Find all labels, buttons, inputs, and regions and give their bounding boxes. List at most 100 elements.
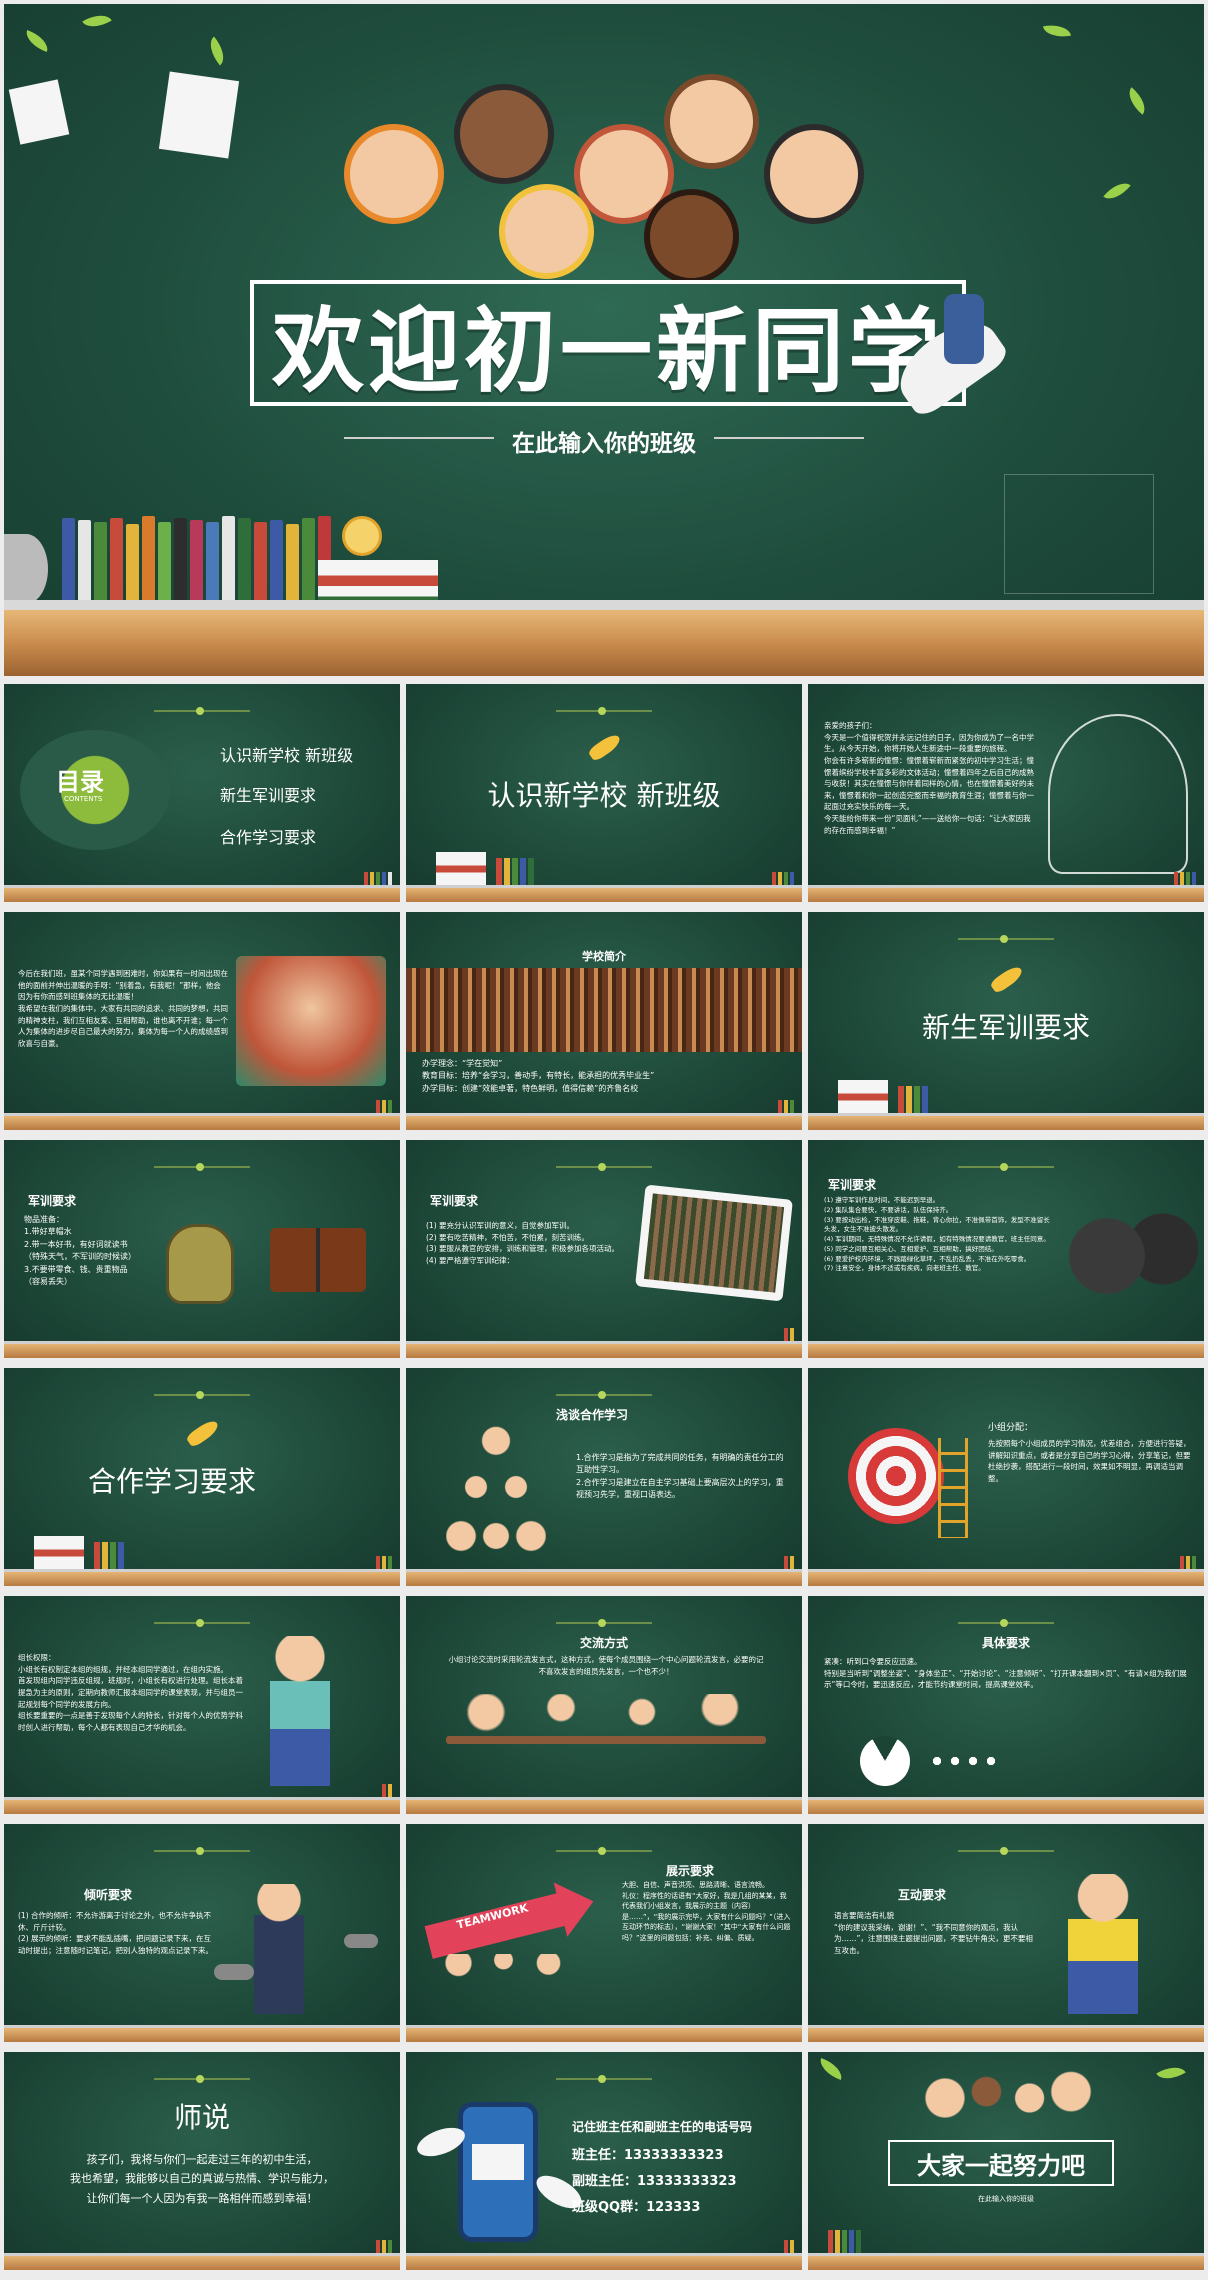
slide-specific-requirements[interactable]: 具体要求 紧凑：听到口令要反应迅速。 特别是当听到“调整坐姿”、“身体坐正”、“开… [808, 1596, 1204, 1814]
leaf-decoration [1103, 176, 1131, 206]
wooden-shelf [808, 1341, 1204, 1358]
toc-item-2[interactable]: 新生军训要求 [220, 786, 317, 805]
books-decoration [784, 1328, 794, 1344]
interact-text: 语言要简洁有礼貌 “你的建议我采纳，谢谢！”、“我不同意你的观点，我认为……”，注… [834, 1911, 1033, 1955]
books-decoration [382, 1784, 392, 1800]
military-heading: 军训要求 [828, 1178, 877, 1192]
wooden-shelf [4, 885, 400, 902]
books-stack-decoration [838, 1080, 888, 1114]
wooden-shelf [4, 600, 1204, 676]
section-title: 合作学习要求 [87, 1465, 256, 1498]
ending-subtitle: 在此输入你的班级 [978, 2195, 1034, 2203]
divider-line [154, 1619, 250, 1627]
cloud-icon [214, 1964, 254, 1980]
slide-section-2[interactable]: 新生军训要求 [808, 912, 1204, 1130]
leaf-decoration [1156, 2060, 1186, 2086]
divider-line [556, 2075, 652, 2083]
wooden-shelf [406, 885, 802, 902]
books-decoration [62, 516, 331, 608]
divider-line [556, 707, 652, 715]
city-sketch-decoration [1004, 474, 1154, 594]
toc-item-3[interactable]: 合作学习要求 [220, 828, 317, 847]
slide-teacher-words[interactable]: 师说 孩子们，我将与你们一起走过三年的初中生活， 我也希望，我能够以自己的真诚与热… [4, 2052, 400, 2270]
envelope-icon [472, 2144, 524, 2180]
toc-item-1[interactable]: 认识新学校 新班级 [220, 746, 354, 765]
dots-icon [928, 1756, 998, 1766]
slide-exchange-method[interactable]: 交流方式 小组讨论交流时采用轮流发言式，这种方式，使每个成员围绕一个中心问题轮流… [406, 1596, 802, 1814]
slide-military-3[interactable]: 军训要求 (1) 遵守军训作息时间，不能迟到早退。 (2) 集队集合要快，不要讲话… [808, 1140, 1204, 1358]
wooden-shelf [808, 1569, 1204, 1586]
military-rules: (1) 遵守军训作息时间，不能迟到早退。 (2) 集队集合要快，不要讲话，队伍保持… [824, 1196, 1050, 1273]
books-decoration [1174, 872, 1196, 888]
wooden-shelf [4, 1341, 400, 1358]
exchange-heading: 交流方式 [579, 1636, 628, 1650]
show-heading: 展示要求 [666, 1864, 715, 1878]
books-decoration [94, 1542, 124, 1572]
slide-school-intro[interactable]: 学校简介 办学理念：“学在觉知” 教育目标：培养“会学习，善动手，有特长，能承担的… [406, 912, 802, 1130]
slide-interaction[interactable]: 互动要求 语言要简洁有礼貌 “你的建议我采纳，谢谢！”、“我不同意你的观点，我认为… [808, 1824, 1204, 2042]
library-photo [406, 968, 802, 1052]
wooden-shelf [406, 1113, 802, 1130]
soldiers-illustration [1058, 1200, 1198, 1340]
divider-line [958, 1163, 1054, 1171]
books-decoration [784, 1556, 794, 1572]
slide-cooperative-learning[interactable]: 浅谈合作学习 1.合作学习是指为了完成共同的任务，有明确的责任分工的互助性学习。… [406, 1368, 802, 1586]
military-heading: 军训要求 [430, 1194, 479, 1208]
wooden-shelf [4, 2253, 400, 2270]
divider-line [958, 1847, 1054, 1855]
wooden-shelf [808, 1113, 1204, 1130]
toc-logo-graphic [20, 730, 170, 850]
ending-title-frame: 大家一起努力吧 [888, 2140, 1114, 2186]
leaf-decoration [816, 2057, 846, 2081]
section-title: 认识新学校 新班级 [487, 779, 721, 812]
slide-leader-rights[interactable]: 组长权限： 小组长有权制定本组的组规，并经本组同学通过，在组内实施。 首发现组内同学… [4, 1596, 400, 1814]
kids-pyramid-illustration [446, 1424, 546, 1564]
rocket-icon [989, 963, 1025, 995]
books-decoration [376, 2240, 392, 2256]
wooden-shelf [808, 2253, 1204, 2270]
divider-line [154, 2075, 250, 2083]
wooden-shelf [4, 1113, 400, 1130]
military-heading: 军训要求 [28, 1194, 77, 1208]
cloud-icon [344, 1934, 378, 1948]
slide-section-3[interactable]: 合作学习要求 [4, 1368, 400, 1586]
wooden-shelf [406, 1569, 802, 1586]
slide-military-1[interactable]: 军训要求 物品准备： 1.带好草帽水 2.带一本好书，有好词就读书 （特殊天气，不军训… [4, 1140, 400, 1358]
books-decoration [376, 1556, 392, 1572]
divider-line [556, 1847, 652, 1855]
photo-decoration [8, 79, 70, 145]
leaf-decoration [1042, 21, 1072, 41]
books-decoration [1180, 1556, 1196, 1572]
slide-class-intro[interactable]: 今后在我们班，虽某个同学遇到困难时，你如果有一时间出现在他的面前并伸出温暖的手呀… [4, 912, 400, 1130]
slide-letter[interactable]: 亲爱的孩子们： 今天是一个值得祝贺并永远记住的日子，因为你成为了一名中学生。从今天… [808, 684, 1204, 902]
listen-heading: 倾听要求 [84, 1888, 133, 1902]
coop-text: 1.合作学习是指为了完成共同的任务，有明确的责任分工的互助性学习。 2.合作学习是… [576, 1453, 784, 1500]
slide-military-2[interactable]: 军训要求 (1) 要充分认识军训的意义，自觉参加军训。 (2) 要有吃苦精神，不怕… [406, 1140, 802, 1358]
slide-ending[interactable]: 大家一起努力吧 在此输入你的班级 [808, 2052, 1204, 2270]
specific-heading: 具体要求 [981, 1636, 1030, 1650]
slide-presentation[interactable]: 展示要求 TEAMWORK 大胆、自信、声音洪亮、思路清晰、语言流畅。 礼仪：程序… [406, 1824, 802, 2042]
slide-listening[interactable]: 倾听要求 (1) 合作的倾听：不允许游离于讨论之外，也不允许争执不休、斤斤计较。… [4, 1824, 400, 2042]
wooden-shelf [406, 1797, 802, 1814]
hero-title: 欢迎初一新同学 [271, 297, 944, 405]
slide-toc[interactable]: 目录 CONTENTS 认识新学校 新班级 新生军训要求 合作学习要求 [4, 684, 400, 902]
ladder-icon [938, 1438, 968, 1538]
wooden-shelf [808, 2025, 1204, 2042]
slide-section-1[interactable]: 认识新学校 新班级 [406, 684, 802, 902]
slide-contact[interactable]: 记住班主任和副班主任的电话号码 班主任：13333333323 副班主任：133… [406, 2052, 802, 2270]
exchange-text: 小组讨论交流时采用轮流发言式，这种方式，使每个成员围绕一个中心问题轮流发言，必要… [448, 1655, 764, 1676]
coop-heading: 浅谈合作学习 [556, 1408, 629, 1422]
divider-line [154, 707, 250, 715]
military-items: 物品准备： 1.带好草帽水 2.带一本好书，有好词就读书 （特殊天气，不军训的时候读）… [24, 1215, 136, 1286]
book-icon [270, 1228, 366, 1292]
space-shuttle-icon [1048, 714, 1188, 874]
group-text: 先按照每个小组成员的学习情况，优差组合，方便进行答疑，讲解知识重点，或者是分享自… [988, 1439, 1191, 1483]
contact-qq-group: 班级QQ群：123333 [572, 2200, 701, 2215]
wooden-shelf [808, 1797, 1204, 1814]
divider-line [154, 1847, 250, 1855]
divider-line [154, 1163, 250, 1171]
divider-line [556, 1163, 652, 1171]
books-decoration [898, 1086, 928, 1116]
cover-slide[interactable]: 欢迎初一新同学 在此输入你的班级 [4, 4, 1204, 676]
slide-group-assignment[interactable]: 小组分配： 先按照每个小组成员的学习情况，优差组合，方便进行答疑，讲解知识重点，… [808, 1368, 1204, 1586]
